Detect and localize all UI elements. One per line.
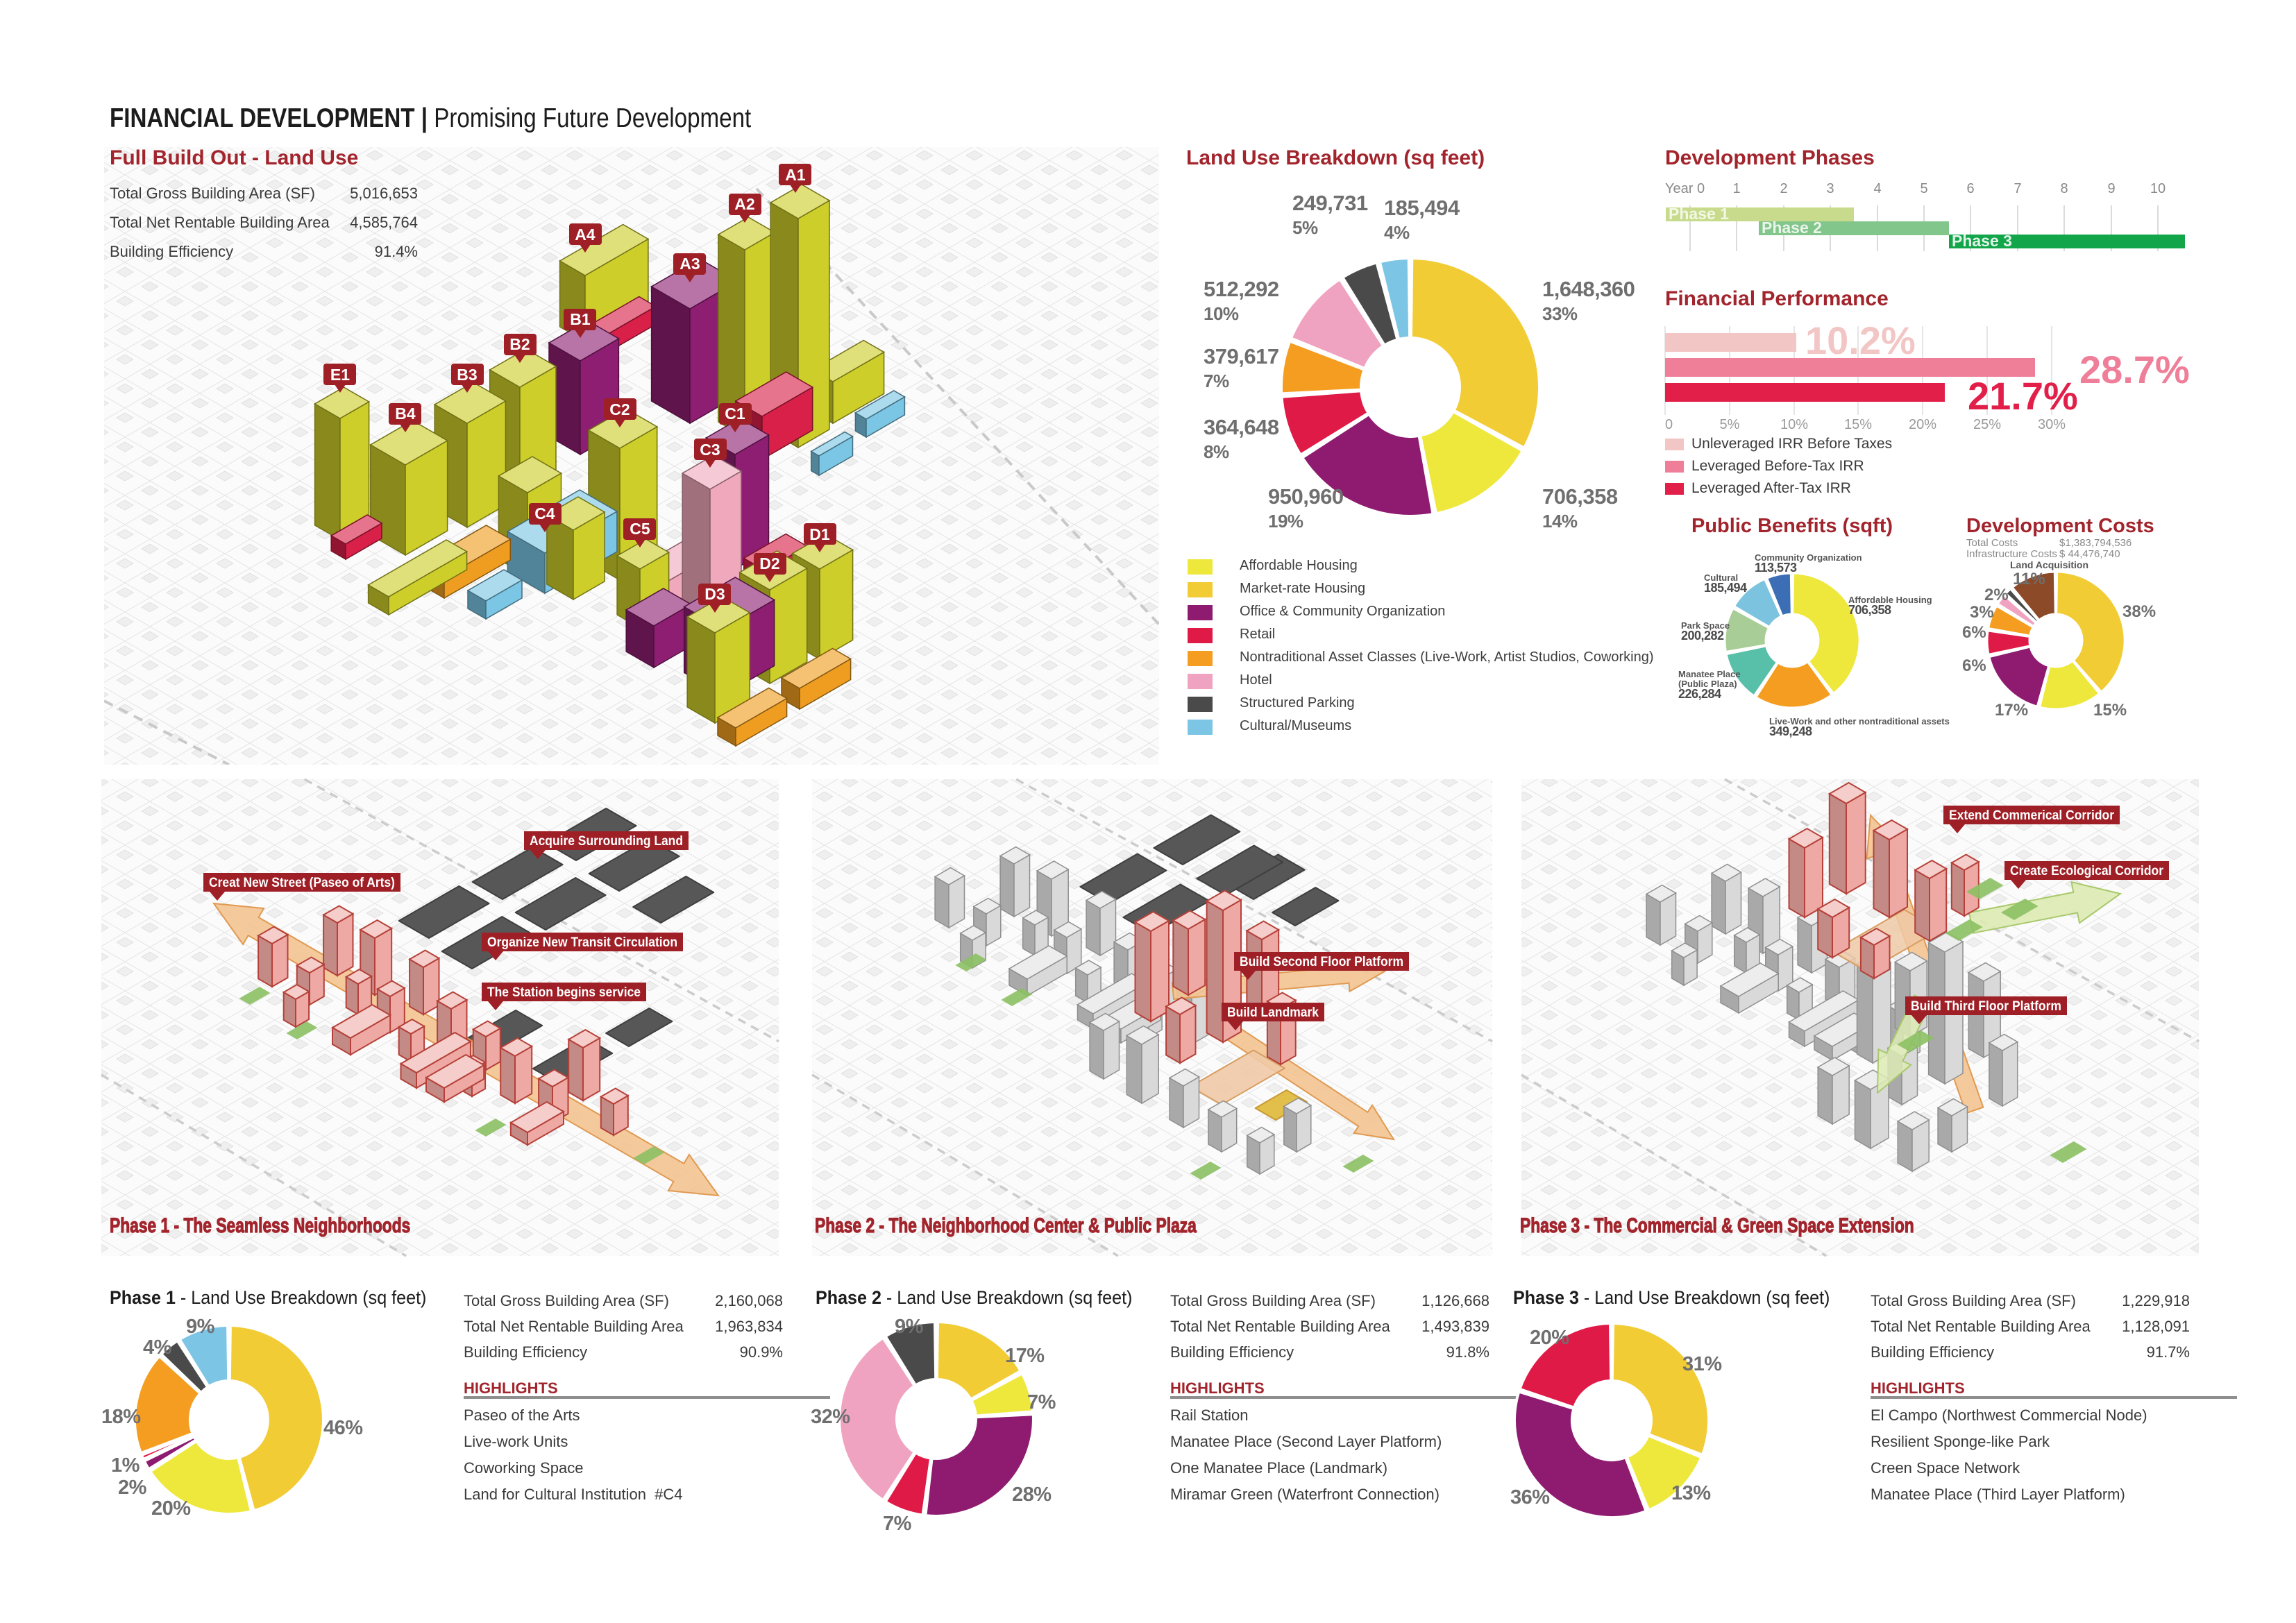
svg-text:8: 8 xyxy=(2060,181,2068,196)
svg-text:Extend Commerical Corridor: Extend Commerical Corridor xyxy=(1949,808,2115,823)
svg-text:20%: 20% xyxy=(1909,417,1936,432)
svg-text:C2: C2 xyxy=(609,400,630,418)
svg-text:B3: B3 xyxy=(457,366,477,384)
svg-text:Acquire Surrounding Land: Acquire Surrounding Land xyxy=(530,834,683,849)
svg-text:B2: B2 xyxy=(509,335,530,353)
svg-text:5: 5 xyxy=(1920,181,1927,196)
svg-text:Creat New Street (Paseo of Art: Creat New Street (Paseo of Arts) xyxy=(209,876,395,890)
svg-text:C4: C4 xyxy=(534,504,555,522)
svg-text:B4: B4 xyxy=(395,405,416,423)
svg-text:9: 9 xyxy=(2107,181,2115,196)
svg-text:25%: 25% xyxy=(1973,417,2001,432)
svg-text:The Station begins service: The Station begins service xyxy=(487,985,641,1000)
svg-text:E1: E1 xyxy=(330,366,350,384)
svg-text:D3: D3 xyxy=(704,585,725,603)
svg-text:3: 3 xyxy=(1826,181,1834,196)
svg-text:Phase 3: Phase 3 xyxy=(1952,232,2012,250)
svg-text:5%: 5% xyxy=(1720,417,1740,432)
svg-text:10: 10 xyxy=(2150,181,2166,196)
svg-text:Create Ecological Corridor: Create Ecological Corridor xyxy=(2010,864,2164,878)
svg-text:Build Second Floor Platform: Build Second Floor Platform xyxy=(1240,955,1403,969)
svg-text:D1: D1 xyxy=(809,525,830,543)
svg-text:Build Landmark: Build Landmark xyxy=(1227,1005,1319,1020)
svg-text:1: 1 xyxy=(1732,181,1740,196)
svg-text:0: 0 xyxy=(1665,417,1673,432)
svg-text:Year 0: Year 0 xyxy=(1665,181,1705,196)
svg-text:15%: 15% xyxy=(1844,417,1872,432)
svg-text:6: 6 xyxy=(1966,181,1974,196)
svg-text:Phase 2: Phase 2 xyxy=(1762,219,1822,237)
svg-text:C3: C3 xyxy=(700,441,720,459)
svg-text:A4: A4 xyxy=(575,226,596,244)
svg-text:30%: 30% xyxy=(2038,417,2066,432)
svg-text:7: 7 xyxy=(2014,181,2021,196)
svg-text:Build Third Floor Platform: Build Third Floor Platform xyxy=(1911,999,2061,1014)
svg-text:C5: C5 xyxy=(630,520,650,538)
svg-text:2: 2 xyxy=(1780,181,1787,196)
svg-text:Organize New Transit Circulati: Organize New Transit Circulation xyxy=(487,935,677,950)
svg-text:D2: D2 xyxy=(759,554,779,572)
svg-text:4: 4 xyxy=(1873,181,1881,196)
svg-text:C1: C1 xyxy=(725,405,745,423)
svg-text:10%: 10% xyxy=(1780,417,1808,432)
svg-text:A1: A1 xyxy=(785,166,806,184)
svg-text:A3: A3 xyxy=(679,255,700,273)
svg-text:Phase 1: Phase 1 xyxy=(1669,205,1729,223)
svg-text:B1: B1 xyxy=(570,310,591,328)
svg-text:A2: A2 xyxy=(734,195,754,213)
